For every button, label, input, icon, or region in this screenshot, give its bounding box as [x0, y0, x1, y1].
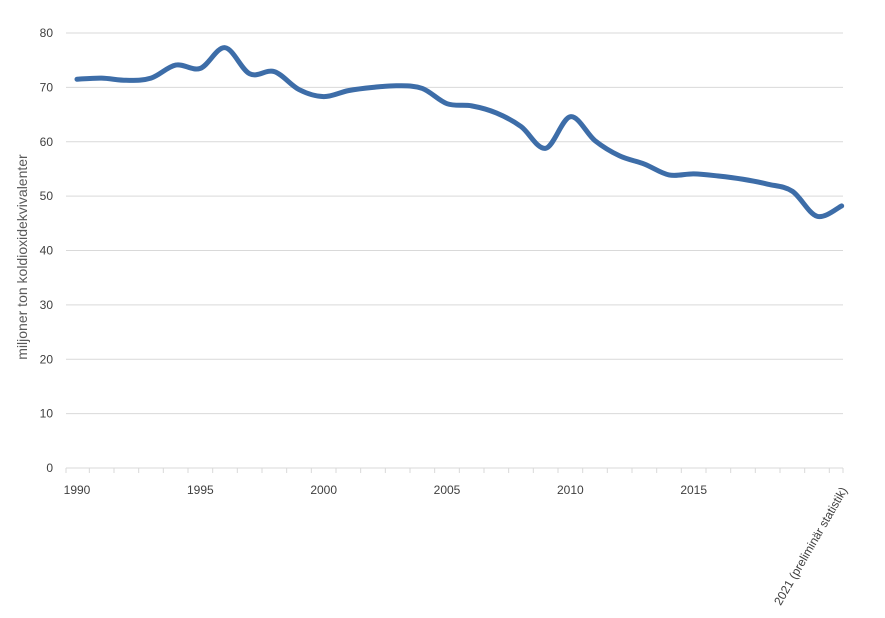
data-point	[99, 76, 104, 81]
x-tick-label: 2000	[310, 483, 337, 497]
series-group	[74, 45, 845, 220]
gridlines	[66, 32, 843, 415]
data-point	[716, 174, 721, 179]
x-tick-label: 2015	[680, 483, 707, 497]
x-tick-labels: 1990 1995 2000 2005 2010 2015 2021 (preliminär…	[64, 483, 851, 608]
data-point	[642, 162, 647, 167]
y-tick-label: 70	[40, 80, 54, 94]
data-point	[395, 83, 400, 88]
data-point	[568, 114, 573, 119]
data-point	[321, 94, 326, 99]
y-tick-label: 30	[40, 298, 54, 312]
data-point	[149, 76, 154, 81]
data-point	[198, 66, 203, 71]
data-point	[124, 78, 129, 83]
y-tick-label: 50	[40, 189, 54, 203]
data-point	[494, 110, 499, 115]
series-line	[74, 45, 845, 220]
data-point	[297, 87, 302, 92]
y-tick-label: 20	[40, 352, 54, 366]
x-tick-label: 2010	[557, 483, 584, 497]
data-point	[173, 63, 178, 68]
data-point	[790, 189, 795, 194]
data-point	[741, 177, 746, 182]
y-tick-label: 10	[40, 407, 54, 421]
x-tick-label: 1990	[64, 483, 91, 497]
y-axis: 0 10 20 30 40 50 60 70 80	[40, 26, 54, 475]
y-tick-label: 80	[40, 26, 54, 40]
y-axis-title: miljoner ton koldioxidekvivalenter	[14, 154, 30, 360]
data-point	[346, 88, 351, 93]
data-point	[519, 124, 524, 129]
x-tick-label: 1995	[187, 483, 214, 497]
x-tick-label: 2005	[434, 483, 461, 497]
data-point	[839, 203, 844, 208]
data-point	[75, 77, 80, 82]
data-point	[667, 172, 672, 177]
data-point	[815, 214, 820, 219]
x-tick-label: 2021 (preliminär statistik)	[771, 484, 850, 607]
y-tick-label: 60	[40, 135, 54, 149]
data-point	[765, 182, 770, 187]
data-point	[691, 171, 696, 176]
data-point	[223, 45, 228, 50]
data-point	[617, 153, 622, 158]
data-point	[420, 86, 425, 91]
y-tick-label: 0	[46, 461, 53, 475]
data-point	[445, 101, 450, 106]
data-point	[371, 85, 376, 90]
x-axis	[65, 467, 844, 473]
data-point	[272, 69, 277, 74]
y-tick-label: 40	[40, 244, 54, 258]
data-point	[593, 138, 598, 143]
data-point	[469, 103, 474, 108]
data-point	[543, 146, 548, 151]
data-point	[247, 71, 252, 76]
